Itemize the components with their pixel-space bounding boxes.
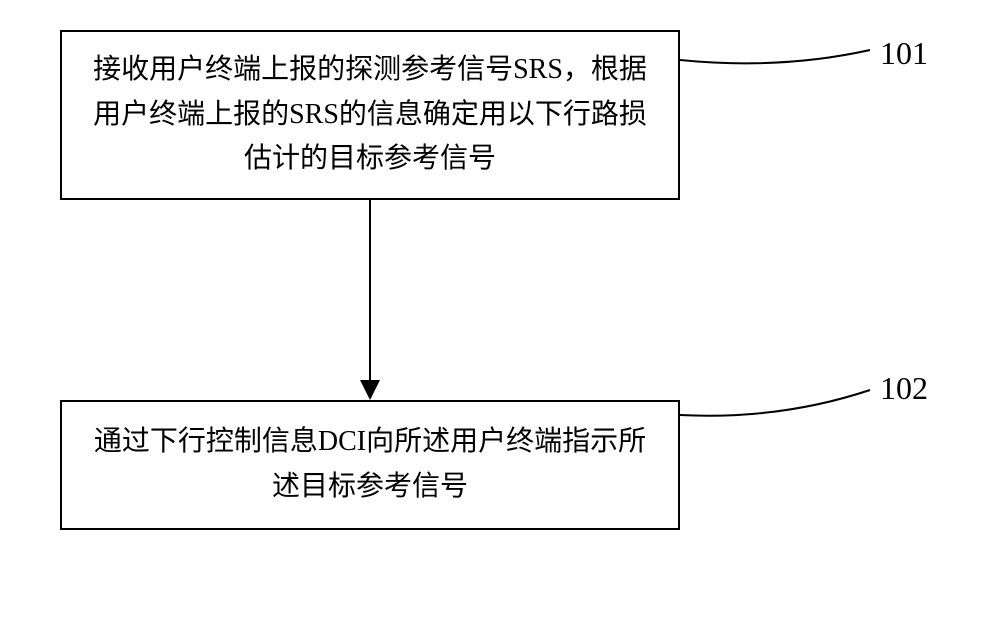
flowchart-node-2: 通过下行控制信息DCI向所述用户终端指示所述目标参考信号 — [60, 400, 680, 530]
flowchart-node-1: 接收用户终端上报的探测参考信号SRS，根据用户终端上报的SRS的信息确定用以下行… — [60, 30, 680, 200]
node-1-label: 101 — [880, 35, 928, 72]
flow-arrow — [355, 200, 385, 400]
flowchart-container: 接收用户终端上报的探测参考信号SRS，根据用户终端上报的SRS的信息确定用以下行… — [0, 0, 1000, 640]
leader-line-1 — [680, 30, 880, 90]
node-1-text: 接收用户终端上报的探测参考信号SRS，根据用户终端上报的SRS的信息确定用以下行… — [92, 48, 648, 182]
node-2-text: 通过下行控制信息DCI向所述用户终端指示所述目标参考信号 — [92, 420, 648, 510]
leader-line-2 — [680, 370, 880, 430]
node-2-label: 102 — [880, 370, 928, 407]
